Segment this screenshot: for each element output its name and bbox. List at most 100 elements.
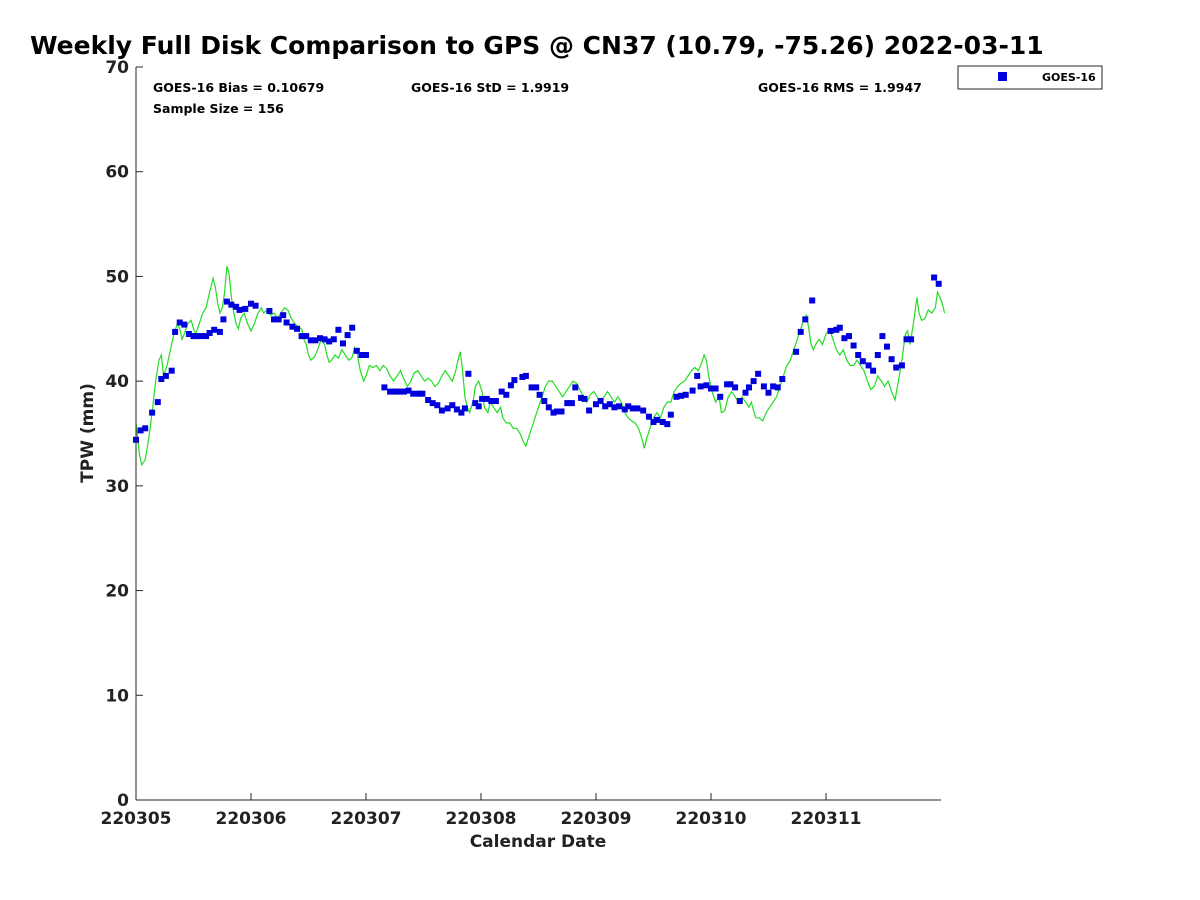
goes-marker xyxy=(283,319,290,326)
goes-marker xyxy=(667,411,674,418)
goes-marker xyxy=(492,398,499,404)
goes-marker xyxy=(597,398,604,404)
sample-size-stat: Sample Size = 156 xyxy=(153,101,284,116)
goes-marker xyxy=(558,408,565,415)
goes-marker xyxy=(765,389,772,396)
goes-marker xyxy=(415,390,422,397)
goes-marker xyxy=(453,406,460,413)
goes-marker xyxy=(220,316,227,323)
goes-marker xyxy=(344,332,351,339)
goes-marker xyxy=(475,403,482,410)
goes-marker xyxy=(884,343,890,350)
gps-line xyxy=(135,265,946,467)
goes-marker xyxy=(874,352,881,358)
goes-marker xyxy=(770,383,777,390)
goes-marker xyxy=(841,335,848,342)
goes-marker xyxy=(396,388,403,395)
x-tick-label: 220310 xyxy=(676,809,747,829)
plot-area xyxy=(136,67,941,800)
y-tick-label: 50 xyxy=(105,267,129,287)
goes-marker xyxy=(391,388,398,395)
goes-marker xyxy=(252,302,259,309)
goes-marker xyxy=(809,297,816,304)
goes-marker xyxy=(271,316,277,323)
x-tick-label: 220305 xyxy=(101,809,172,829)
goes-marker xyxy=(634,405,641,412)
goes-marker xyxy=(611,404,618,411)
y-tick-label: 70 xyxy=(105,58,129,78)
goes-marker xyxy=(444,405,451,412)
goes-marker xyxy=(708,385,714,392)
goes-marker xyxy=(434,402,441,409)
goes-marker xyxy=(712,385,719,392)
goes-marker xyxy=(659,419,666,425)
goes-marker xyxy=(833,326,840,333)
y-axis-ticks: 0 10 20 30 40 50 60 70 xyxy=(105,58,143,811)
goes-marker xyxy=(694,372,701,379)
goes-marker xyxy=(289,323,296,330)
goes-marker xyxy=(827,327,834,334)
y-tick-label: 30 xyxy=(105,477,129,497)
legend-goes-label: GOES-16 xyxy=(1042,71,1096,84)
goes-marker xyxy=(581,395,588,402)
goes-marker xyxy=(903,336,910,343)
goes-marker xyxy=(193,333,200,340)
x-tick-label: 220309 xyxy=(561,809,632,829)
legend-goes-marker xyxy=(998,72,1007,81)
goes-marker xyxy=(724,381,731,388)
goes-marker xyxy=(461,405,468,412)
goes-marker xyxy=(294,325,300,332)
goes-marker xyxy=(736,398,743,404)
goes-marker xyxy=(553,408,560,415)
goes-marker xyxy=(228,301,235,308)
goes-series-layer xyxy=(133,274,942,443)
goes-marker xyxy=(732,384,739,391)
goes-marker xyxy=(536,391,543,398)
goes-marker xyxy=(774,384,781,391)
rms-stat: GOES-16 RMS = 1.9947 xyxy=(758,80,922,95)
goes-marker xyxy=(893,364,900,371)
bias-stat: GOES-16 Bias = 0.10679 xyxy=(153,80,324,95)
goes-marker xyxy=(236,306,243,313)
goes-marker xyxy=(190,333,197,340)
std-stat: GOES-16 StD = 1.9919 xyxy=(411,80,569,95)
goes-marker xyxy=(216,328,223,335)
goes-marker xyxy=(602,403,609,410)
goes-marker xyxy=(172,328,179,335)
goes-marker xyxy=(727,381,734,388)
legend: GOES-16 xyxy=(957,65,1103,90)
goes-marker xyxy=(859,358,866,365)
goes-marker xyxy=(248,300,254,307)
goes-marker xyxy=(550,409,557,416)
goes-marker xyxy=(149,409,156,416)
goes-marker xyxy=(870,367,877,374)
gps-series-layer xyxy=(135,265,946,467)
goes-marker xyxy=(458,409,465,416)
goes-marker xyxy=(650,419,657,425)
goes-marker xyxy=(629,405,636,412)
goes-marker xyxy=(472,400,479,407)
goes-marker xyxy=(449,402,456,409)
goes-marker xyxy=(405,387,412,394)
goes-marker xyxy=(233,303,240,310)
goes-marker xyxy=(586,407,593,414)
goes-marker xyxy=(682,391,689,398)
goes-marker xyxy=(616,403,622,410)
goes-marker xyxy=(606,401,613,408)
goes-marker xyxy=(742,389,749,396)
goes-marker xyxy=(168,367,175,374)
goes-marker xyxy=(519,374,526,380)
goes-marker xyxy=(181,321,188,328)
goes-marker xyxy=(211,326,218,333)
x-tick-label: 220311 xyxy=(791,809,862,829)
chart-title: Weekly Full Disk Comparison to GPS @ CN3… xyxy=(30,31,1044,60)
y-tick-label: 20 xyxy=(105,582,129,602)
goes-marker xyxy=(158,376,165,382)
goes-marker xyxy=(137,427,144,434)
goes-marker xyxy=(898,362,905,369)
goes-marker xyxy=(855,352,862,358)
y-tick-label: 0 xyxy=(117,791,129,811)
goes-marker xyxy=(340,340,346,347)
goes-marker xyxy=(363,352,369,358)
